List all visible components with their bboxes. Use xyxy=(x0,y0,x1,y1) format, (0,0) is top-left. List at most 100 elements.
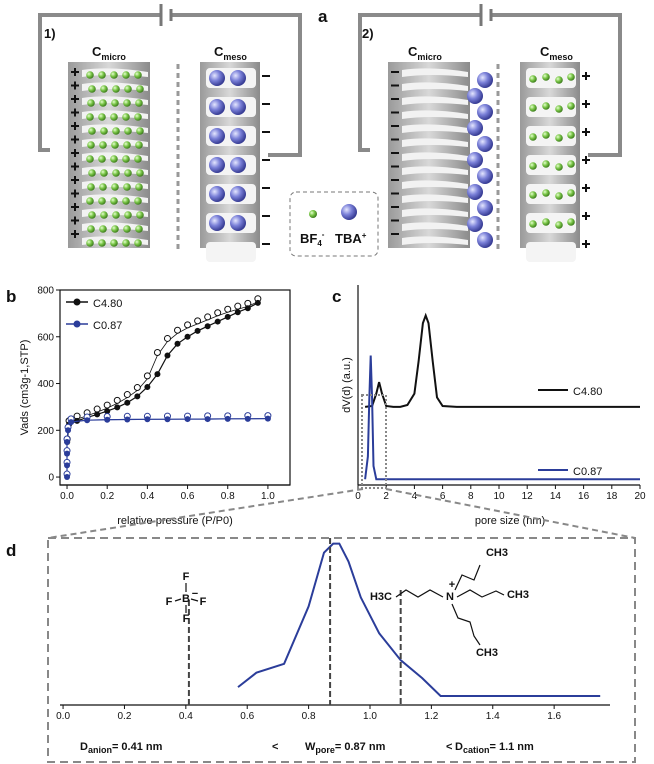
data-line xyxy=(66,418,268,478)
annotation-text: Dcation= 1.1 nm xyxy=(455,741,534,755)
anion xyxy=(99,99,107,107)
marker xyxy=(204,416,211,423)
atom: F xyxy=(200,596,207,608)
cation xyxy=(230,215,246,231)
t: 4 xyxy=(317,239,322,248)
group-label: 1) xyxy=(44,26,56,41)
anion xyxy=(567,160,575,168)
anion xyxy=(110,155,118,163)
cation xyxy=(209,128,225,144)
t: meso xyxy=(549,52,573,62)
cation xyxy=(467,216,483,232)
marker xyxy=(184,416,191,423)
anion xyxy=(88,127,96,135)
marker xyxy=(194,327,201,334)
panel-label: d xyxy=(6,541,16,560)
anion xyxy=(87,99,95,107)
legend-text: TBA+ xyxy=(335,231,367,246)
marker xyxy=(254,299,261,306)
anion xyxy=(86,197,94,205)
cation xyxy=(477,72,493,88)
marker xyxy=(124,399,131,406)
anion xyxy=(529,75,537,83)
atom: H3C xyxy=(370,591,392,603)
x-axis-label: pore size (nm) xyxy=(475,515,545,527)
marker xyxy=(154,371,161,378)
anion xyxy=(111,141,119,149)
bond xyxy=(456,589,505,598)
x-tick-label: 0 xyxy=(355,491,361,502)
cation xyxy=(477,104,493,120)
atom: N xyxy=(446,591,454,603)
wire xyxy=(358,13,480,152)
panel-a: a 1) 2) Cmicro Cmeso Cmicro Cmeso BF4- T… xyxy=(38,4,622,262)
annotation-sub: pore xyxy=(315,745,335,755)
anion xyxy=(98,239,106,247)
anion xyxy=(88,85,96,93)
anion xyxy=(100,211,108,219)
cation xyxy=(477,168,493,184)
anion xyxy=(135,99,143,107)
anion xyxy=(135,141,143,149)
pore xyxy=(402,110,468,119)
annotation-value: = 0.87 nm xyxy=(335,741,386,753)
data-line xyxy=(364,312,640,408)
pore xyxy=(402,166,468,175)
cation xyxy=(230,70,246,86)
marker xyxy=(244,305,251,312)
marker xyxy=(84,417,91,424)
cation xyxy=(209,186,225,202)
pore xyxy=(402,124,468,133)
open-marker xyxy=(184,321,192,329)
atom: F xyxy=(166,596,173,608)
x-tick-label: 0.2 xyxy=(100,491,114,502)
pore xyxy=(402,236,468,245)
anion xyxy=(86,113,94,121)
t: TBA xyxy=(335,231,362,246)
anion xyxy=(529,162,537,170)
anion xyxy=(122,239,130,247)
y-tick-label: 200 xyxy=(37,426,54,437)
anion xyxy=(110,197,118,205)
cation xyxy=(209,70,225,86)
cation xyxy=(209,215,225,231)
anion xyxy=(134,113,142,121)
pore xyxy=(402,96,468,105)
x-tick-label: 0.2 xyxy=(118,711,132,722)
x-tick-label: 0.0 xyxy=(60,491,74,502)
x-tick-label: 0.8 xyxy=(302,711,316,722)
open-marker xyxy=(123,391,131,399)
t: C xyxy=(540,44,550,59)
open-marker xyxy=(103,401,111,409)
atom: + xyxy=(449,579,455,591)
bond xyxy=(174,598,182,602)
anion xyxy=(529,133,537,141)
anion xyxy=(123,99,131,107)
marker xyxy=(144,384,151,391)
marker xyxy=(214,318,221,325)
t: meso xyxy=(223,52,247,62)
anion xyxy=(112,211,120,219)
anion xyxy=(122,71,130,79)
marker xyxy=(164,352,171,359)
marker xyxy=(124,416,131,423)
cation xyxy=(477,200,493,216)
anion xyxy=(87,141,95,149)
marker xyxy=(64,450,71,457)
cation xyxy=(230,186,246,202)
marker xyxy=(114,404,121,411)
atom: B xyxy=(182,593,190,605)
anion xyxy=(136,127,144,135)
x-tick-label: 8 xyxy=(468,491,474,502)
x-tick-label: 0.4 xyxy=(140,491,154,502)
open-marker xyxy=(214,309,222,317)
anion xyxy=(567,131,575,139)
open-marker xyxy=(224,305,232,313)
pore xyxy=(402,138,468,147)
pore xyxy=(402,208,468,217)
open-marker xyxy=(153,348,161,356)
anion xyxy=(124,127,132,135)
marker xyxy=(65,427,72,434)
data-line xyxy=(237,542,601,697)
